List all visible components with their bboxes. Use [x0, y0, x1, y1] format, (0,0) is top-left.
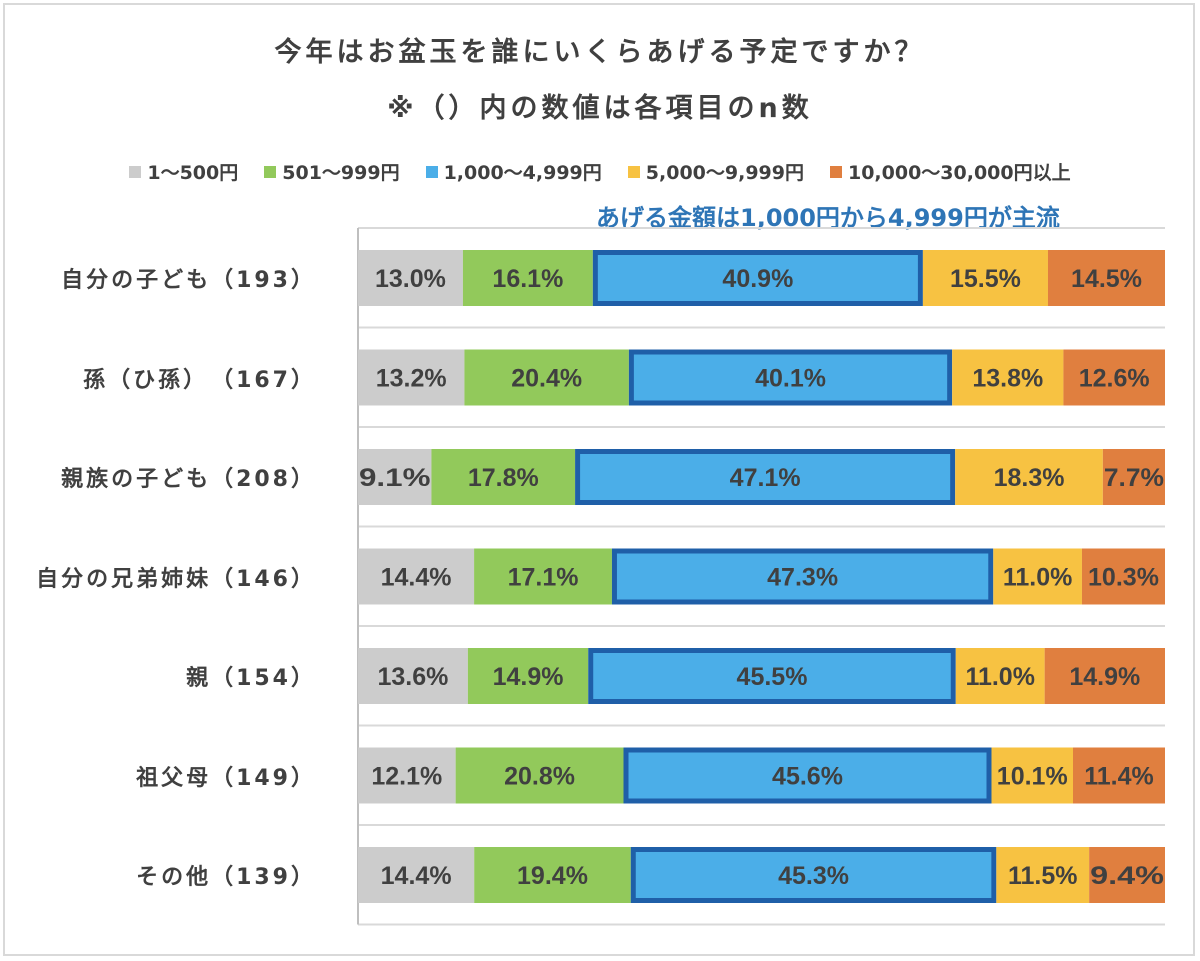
data-label: 47.3%	[767, 564, 838, 592]
bar-segment	[462, 250, 593, 306]
category-label: 祖父母（149）	[136, 765, 316, 791]
data-label: 40.1%	[755, 365, 826, 393]
legend-item: 501〜999円	[264, 158, 400, 185]
data-label: 45.6%	[772, 763, 843, 791]
data-label: 18.3%	[994, 464, 1065, 492]
data-label: 13.0%	[375, 265, 446, 293]
data-label: 19.4%	[517, 862, 588, 890]
category-label: 親族の子ども（208）	[61, 467, 316, 492]
legend-item: 5,000〜9,999円	[627, 158, 804, 185]
data-label: 15.5%	[950, 265, 1021, 293]
legend-swatch	[425, 165, 438, 178]
legend-swatch	[264, 165, 277, 178]
chart-title: 今年はお盆玉を誰にいくらあげる予定ですか？	[274, 37, 926, 68]
legend-label: 501〜999円	[282, 162, 400, 184]
data-label: 9.1%	[359, 464, 430, 492]
data-label: 12.6%	[1079, 365, 1150, 393]
bar-segment	[474, 847, 631, 903]
legend-label: 1〜500円	[147, 162, 239, 184]
bar-segment	[955, 648, 1045, 704]
legend-item: 10,000〜30,000円以上	[829, 158, 1071, 185]
chart-subtitle: ※（）内の数値は各項目のn数	[387, 93, 813, 124]
bar-segment	[628, 349, 953, 406]
data-label: 12.1%	[371, 763, 442, 791]
bar-segment	[592, 250, 923, 306]
bar-segment	[1102, 449, 1165, 505]
legend-item: 1〜500円	[129, 158, 238, 185]
legend-item: 1,000〜4,999円	[425, 158, 602, 185]
data-label: 13.6%	[377, 663, 448, 691]
data-label: 14.4%	[381, 862, 452, 890]
chart-legend: 1〜500円 501〜999円 1,000〜4,999円 5,000〜9,999円 10…	[0, 158, 1200, 185]
legend-swatch	[829, 165, 842, 178]
bar-segment	[922, 250, 1048, 306]
bar-segment	[952, 349, 1064, 406]
bar-segment	[358, 847, 475, 903]
bar-segment	[1081, 548, 1165, 605]
data-label: 7.7%	[1104, 464, 1164, 492]
category-label: その他（139）	[136, 865, 316, 890]
data-label: 14.4%	[381, 564, 452, 592]
bar-segment	[1063, 349, 1165, 406]
data-label: 14.9%	[1069, 663, 1140, 691]
bar-segment	[358, 349, 465, 406]
data-label: 20.8%	[504, 763, 575, 791]
data-label: 10.1%	[997, 763, 1068, 791]
bar-segment	[358, 449, 432, 505]
data-label: 11.4%	[1084, 763, 1154, 791]
bar-segment	[474, 548, 612, 605]
data-label: 45.5%	[737, 663, 808, 691]
data-label: 14.9%	[493, 663, 564, 691]
bar-segment	[1044, 648, 1165, 704]
bar-segment	[588, 648, 956, 704]
legend-swatch	[627, 165, 640, 178]
bar-segment	[630, 847, 997, 903]
bar-segment	[1047, 250, 1165, 306]
data-label: 20.4%	[511, 365, 582, 393]
bar-segment	[611, 548, 994, 605]
data-label: 11.5%	[1008, 862, 1078, 890]
data-label: 17.8%	[468, 464, 539, 492]
bar-segment	[431, 449, 576, 505]
bar-segment	[455, 747, 624, 804]
bar-segment	[467, 648, 589, 704]
bar-segment	[623, 747, 992, 804]
data-label: 40.9%	[722, 265, 793, 293]
bar-segment	[358, 648, 468, 704]
category-label: 孫（ひ孫） （167）	[83, 367, 316, 393]
data-label: 10.3%	[1088, 564, 1159, 592]
bar-segment	[1089, 847, 1165, 903]
data-label: 47.1%	[730, 464, 801, 492]
bar-segment	[993, 548, 1082, 605]
bar-segment	[358, 548, 475, 605]
category-label: 自分の子ども（193）	[61, 268, 316, 293]
data-label: 9.4%	[1090, 862, 1164, 890]
data-label: 16.1%	[492, 265, 563, 293]
bar-segment	[991, 747, 1074, 804]
legend-label: 1,000〜4,999円	[443, 162, 602, 184]
data-label: 17.1%	[508, 564, 579, 592]
legend-swatch	[129, 165, 142, 178]
data-label: 13.2%	[376, 365, 447, 393]
category-label: 自分の兄弟姉妹（146）	[36, 566, 316, 592]
bar-segment	[464, 349, 629, 406]
data-label: 45.3%	[778, 862, 849, 890]
data-label: 14.5%	[1071, 265, 1142, 293]
data-label: 11.0%	[965, 663, 1035, 691]
bar-segment	[955, 449, 1103, 505]
bar-segment	[358, 747, 456, 804]
data-label: 13.8%	[972, 365, 1043, 393]
bar-segment	[358, 250, 463, 306]
category-label: 親（154）	[186, 666, 316, 691]
bar-segment	[996, 847, 1090, 903]
legend-label: 10,000〜30,000円以上	[847, 162, 1071, 184]
data-label: 11.0%	[1003, 564, 1073, 592]
legend-label: 5,000〜9,999円	[645, 162, 804, 184]
bar-segment	[1073, 747, 1165, 804]
bar-segment	[575, 449, 956, 505]
